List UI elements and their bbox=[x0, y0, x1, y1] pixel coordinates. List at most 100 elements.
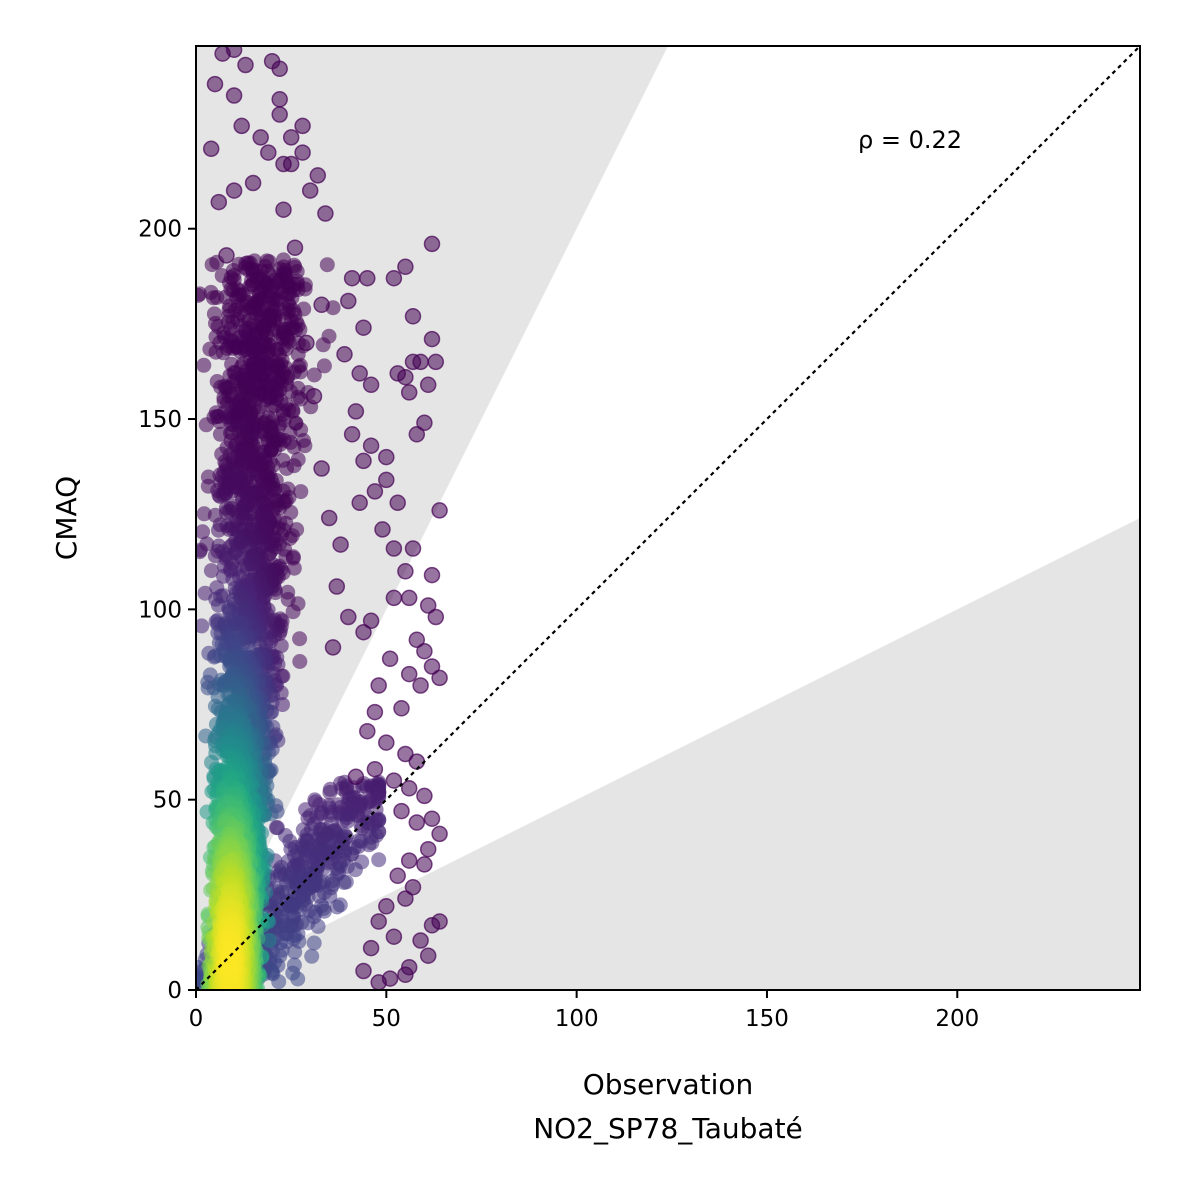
scatter-point bbox=[336, 875, 352, 890]
scatter-point bbox=[359, 269, 376, 287]
scatter-point bbox=[292, 654, 308, 669]
scatter-point bbox=[298, 334, 315, 352]
scatter-point bbox=[393, 700, 410, 717]
plot-frame bbox=[195, 45, 1141, 991]
scatter-point bbox=[366, 483, 384, 500]
scatter-point bbox=[225, 182, 243, 199]
scatter-point bbox=[315, 337, 331, 353]
y-axis-label: CMAQ bbox=[50, 476, 83, 560]
scatter-point bbox=[317, 205, 334, 222]
scatter-point bbox=[385, 540, 403, 557]
scatter-point bbox=[343, 426, 361, 443]
scatter-point bbox=[324, 639, 342, 656]
scatter-point bbox=[419, 840, 437, 858]
scatter-point bbox=[362, 437, 380, 454]
scatter-point bbox=[218, 504, 234, 520]
scatter-point bbox=[215, 345, 231, 361]
scatter-point bbox=[286, 239, 304, 256]
scatter-point bbox=[400, 852, 418, 869]
scatter-point bbox=[404, 540, 422, 557]
scatter-point bbox=[290, 971, 306, 987]
scatter-point bbox=[196, 357, 212, 373]
scatter-point bbox=[301, 182, 319, 199]
scatter-point bbox=[378, 734, 395, 751]
scatter-point bbox=[355, 319, 372, 336]
scatter-point bbox=[389, 867, 406, 885]
scatter-point bbox=[221, 522, 237, 537]
scatter-point bbox=[206, 75, 224, 93]
scatter-point bbox=[400, 589, 418, 607]
scatter-point bbox=[244, 174, 262, 192]
scatter-point bbox=[260, 144, 277, 161]
scatter-point bbox=[306, 935, 322, 951]
shaded-region-lower bbox=[196, 518, 1140, 990]
scatter-point bbox=[313, 460, 330, 477]
scatter-point bbox=[292, 631, 308, 647]
scatter-point bbox=[196, 618, 210, 634]
scatter-point bbox=[280, 592, 296, 607]
x-axis-sublabel: NO2_SP78_Taubaté bbox=[533, 1112, 803, 1145]
one-to-one-line bbox=[196, 46, 1140, 990]
scatter-point bbox=[294, 144, 311, 161]
scatter-point bbox=[275, 155, 292, 173]
scatter-point bbox=[397, 368, 414, 386]
scatter-point bbox=[316, 358, 332, 374]
scatter-point bbox=[431, 913, 448, 930]
scatter-point bbox=[397, 890, 414, 907]
scatter-point bbox=[389, 494, 406, 512]
scatter-point bbox=[427, 608, 445, 626]
y-tick-label: 0 bbox=[167, 978, 182, 1004]
y-axis: 0 50 100 150 200 bbox=[138, 217, 196, 1004]
scatter-point bbox=[366, 760, 384, 778]
scatter-point bbox=[271, 106, 288, 123]
scatter-point bbox=[233, 344, 249, 360]
scatter-point bbox=[359, 722, 376, 740]
scatter-point bbox=[423, 235, 441, 253]
scatter-point bbox=[397, 563, 414, 580]
scatter-point bbox=[362, 612, 380, 630]
scatter-point bbox=[282, 129, 300, 146]
scatter-point bbox=[294, 117, 311, 135]
scatter-point bbox=[339, 813, 355, 829]
scatter-point bbox=[431, 669, 448, 687]
scatter-point bbox=[419, 597, 437, 614]
scatter-point bbox=[347, 862, 363, 878]
scatter-point bbox=[408, 426, 426, 443]
scatter-point bbox=[271, 974, 287, 990]
scatter-point bbox=[416, 856, 433, 873]
x-tick-label: 150 bbox=[745, 1006, 789, 1032]
y-tick-label: 100 bbox=[138, 597, 182, 623]
scatter-point bbox=[196, 506, 212, 522]
plot-area bbox=[196, 46, 1140, 990]
y-tick-label: 200 bbox=[138, 217, 182, 243]
scatter-point bbox=[400, 665, 418, 683]
scatter-point bbox=[336, 346, 353, 363]
scatter-point bbox=[202, 140, 220, 158]
scatter-point bbox=[210, 193, 228, 211]
scatter-point bbox=[199, 536, 215, 552]
scatter-point bbox=[416, 642, 433, 660]
scatter-point bbox=[212, 414, 227, 430]
annotation-rho: ρ = 0.22 bbox=[858, 126, 962, 154]
x-tick-label: 200 bbox=[935, 1006, 979, 1032]
scatter-point bbox=[271, 91, 288, 108]
scatter-point bbox=[309, 167, 327, 184]
scatter-point bbox=[196, 524, 211, 540]
scatter-point bbox=[362, 376, 380, 394]
scatter-point bbox=[378, 471, 395, 489]
scatter-point bbox=[304, 948, 320, 964]
scatter-point bbox=[400, 780, 418, 797]
scatter-point bbox=[423, 566, 441, 584]
scatter-point bbox=[203, 563, 219, 579]
scatter-point bbox=[423, 658, 441, 675]
scatter-point bbox=[423, 810, 441, 827]
scatter-point bbox=[340, 608, 357, 626]
scatter-point bbox=[408, 814, 426, 831]
scatter-point bbox=[378, 898, 395, 915]
scatter-point bbox=[370, 974, 387, 990]
scatter-point bbox=[397, 745, 414, 763]
scatter-point bbox=[320, 509, 338, 527]
scatter-point bbox=[397, 966, 414, 984]
scatter-point bbox=[310, 918, 326, 934]
scatter-point bbox=[416, 414, 433, 432]
